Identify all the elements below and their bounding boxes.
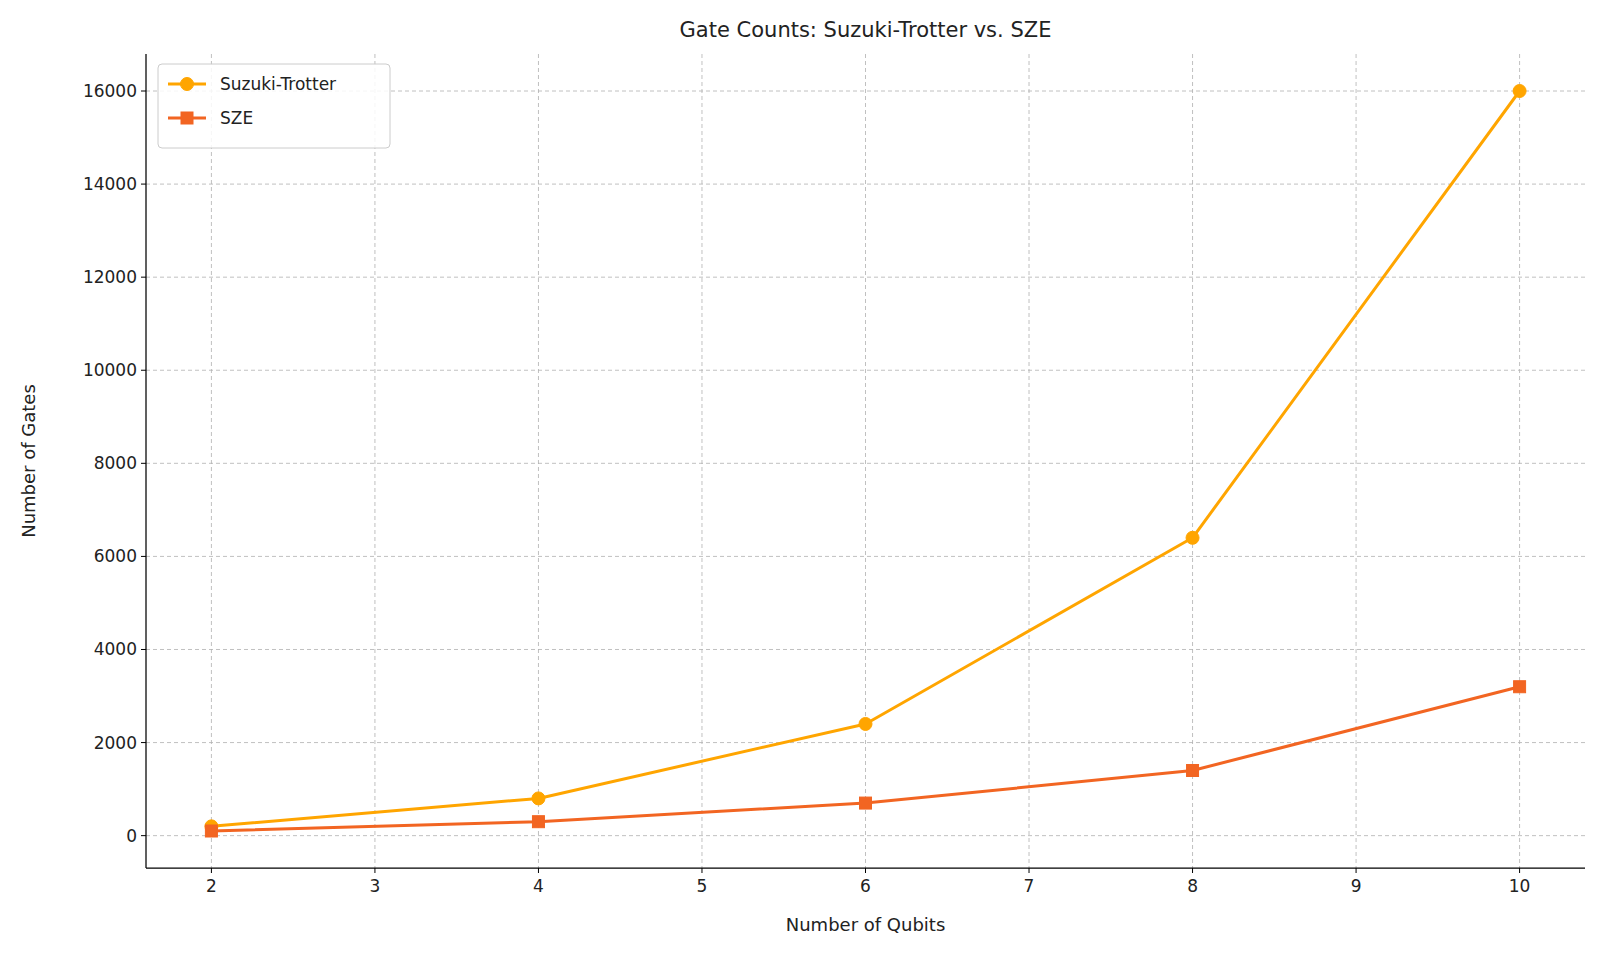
grid-line-y bbox=[146, 463, 1585, 464]
point bbox=[1187, 764, 1199, 776]
legend-marker bbox=[181, 112, 193, 124]
y-tick bbox=[141, 742, 146, 743]
x-tick bbox=[211, 868, 212, 873]
legend-label: Suzuki-Trotter bbox=[220, 74, 336, 94]
point bbox=[1513, 85, 1526, 98]
chart: 2 3 4 5 6 7 8 9 10 0 2000 4000 6000 8000 10000 12000 140… bbox=[0, 0, 1600, 954]
x-tick bbox=[1029, 868, 1030, 873]
y-tick-label: 16000 bbox=[83, 81, 137, 101]
y-tick-label: 2000 bbox=[94, 733, 137, 753]
grid-line-y bbox=[146, 184, 1585, 185]
legend: Suzuki-Trotter SZE bbox=[158, 64, 390, 148]
y-tick-label: 0 bbox=[126, 826, 137, 846]
grid-line-y bbox=[146, 277, 1585, 278]
grid-line-x bbox=[1029, 54, 1030, 868]
grid-line-y bbox=[146, 835, 1585, 836]
y-tick-label: 12000 bbox=[83, 267, 137, 287]
grid bbox=[146, 54, 1585, 868]
grid-line-x bbox=[374, 54, 375, 868]
y-axis-line bbox=[145, 54, 146, 868]
point bbox=[860, 797, 872, 809]
x-tick bbox=[701, 868, 702, 873]
grid-line-x bbox=[538, 54, 539, 868]
series-line bbox=[211, 91, 1519, 826]
grid-line-x bbox=[1519, 54, 1520, 868]
y-tick-label: 6000 bbox=[94, 546, 137, 566]
x-axis-label: Number of Qubits bbox=[786, 914, 946, 935]
y-tick bbox=[141, 463, 146, 464]
y-tick-label: 10000 bbox=[83, 360, 137, 380]
y-tick bbox=[141, 91, 146, 92]
point bbox=[205, 825, 217, 837]
y-tick bbox=[141, 835, 146, 836]
y-tick bbox=[141, 277, 146, 278]
point bbox=[532, 792, 545, 805]
y-tick bbox=[141, 649, 146, 650]
x-tick-label: 8 bbox=[1187, 876, 1198, 896]
legend-marker bbox=[181, 78, 194, 91]
chart-title: Gate Counts: Suzuki-Trotter vs. SZE bbox=[680, 18, 1052, 42]
point bbox=[1514, 681, 1526, 693]
chart-root: 2 3 4 5 6 7 8 9 10 0 2000 4000 6000 8000 10000 12000 140… bbox=[0, 0, 1600, 954]
grid-line-y bbox=[146, 556, 1585, 557]
grid-line-x bbox=[211, 54, 212, 868]
axes: 2 3 4 5 6 7 8 9 10 0 2000 4000 6000 8000 10000 12000 140… bbox=[83, 54, 1585, 896]
legend-label: SZE bbox=[220, 108, 253, 128]
x-tick-label: 4 bbox=[533, 876, 544, 896]
grid-line-x bbox=[701, 54, 702, 868]
grid-line-y bbox=[146, 742, 1585, 743]
grid-line-x bbox=[1192, 54, 1193, 868]
x-tick bbox=[538, 868, 539, 873]
y-axis-label: Number of Gates bbox=[18, 384, 39, 538]
x-tick-label: 2 bbox=[206, 876, 217, 896]
y-tick bbox=[141, 370, 146, 371]
point bbox=[532, 816, 544, 828]
x-tick bbox=[865, 868, 866, 873]
y-tick-label: 8000 bbox=[94, 453, 137, 473]
grid-line-x bbox=[865, 54, 866, 868]
x-tick-label: 10 bbox=[1509, 876, 1531, 896]
grid-line-x bbox=[1356, 54, 1357, 868]
x-tick bbox=[1192, 868, 1193, 873]
x-tick bbox=[374, 868, 375, 873]
grid-line-y bbox=[146, 649, 1585, 650]
plot-area bbox=[205, 85, 1526, 838]
series-line bbox=[211, 687, 1519, 831]
x-tick-label: 7 bbox=[1024, 876, 1035, 896]
point bbox=[1186, 531, 1199, 544]
x-tick-label: 6 bbox=[860, 876, 871, 896]
series bbox=[205, 681, 1525, 837]
y-tick-label: 4000 bbox=[94, 639, 137, 659]
x-tick bbox=[1519, 868, 1520, 873]
point bbox=[859, 717, 872, 730]
series bbox=[205, 85, 1526, 833]
x-tick bbox=[1356, 868, 1357, 873]
legend-box bbox=[158, 64, 390, 148]
y-tick bbox=[141, 556, 146, 557]
y-tick bbox=[141, 184, 146, 185]
x-tick-label: 3 bbox=[370, 876, 381, 896]
y-tick-label: 14000 bbox=[83, 174, 137, 194]
x-tick-label: 5 bbox=[697, 876, 708, 896]
x-tick-label: 9 bbox=[1351, 876, 1362, 896]
grid-line-y bbox=[146, 370, 1585, 371]
